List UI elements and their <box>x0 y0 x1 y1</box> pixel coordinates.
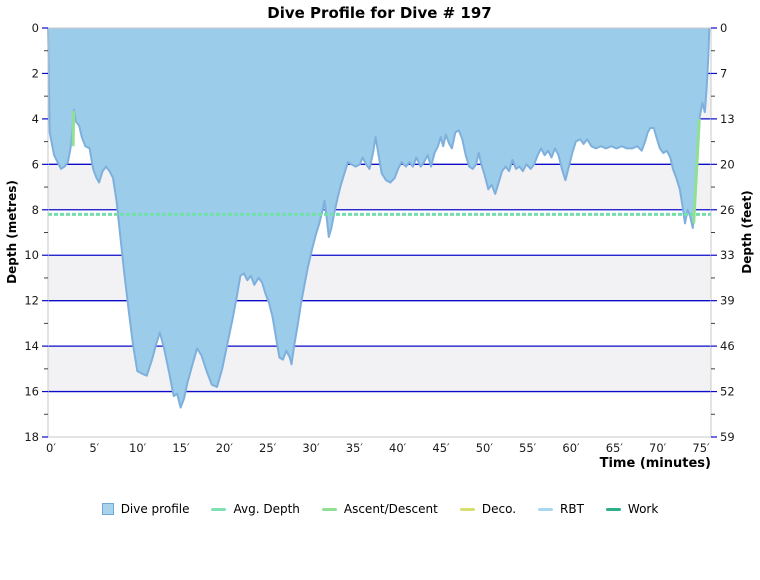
y-tick-label-metres: 14 <box>24 339 39 353</box>
legend: Dive profile Avg. Depth Ascent/Descent Deco… <box>0 502 760 516</box>
y-tick-label-feet: 52 <box>720 385 735 399</box>
legend-swatch-square <box>101 503 114 515</box>
x-tick-label: 55′ <box>519 441 537 455</box>
legend-label: RBT <box>560 502 584 516</box>
x-axis-label: Time (minutes) <box>599 456 711 471</box>
y-tick-label-metres: 0 <box>32 21 39 35</box>
ascent-descent-marker <box>71 110 76 147</box>
x-tick-label: 20′ <box>216 441 234 455</box>
legend-item: Dive profile <box>101 502 190 516</box>
y-tick-label-metres: 8 <box>32 203 39 217</box>
legend-swatch-line <box>605 507 621 511</box>
legend-item: Deco. <box>459 502 517 516</box>
legend-label: Dive profile <box>120 502 190 516</box>
y-tick-label-metres: 18 <box>24 430 39 444</box>
x-tick-label: 0′ <box>46 441 56 455</box>
legend-swatch-line <box>211 507 227 511</box>
y-tick-label-feet: 13 <box>720 112 735 126</box>
y-tick-label-metres: 2 <box>32 66 39 80</box>
depth-band <box>48 391 711 437</box>
legend-swatch-line <box>459 507 475 511</box>
x-tick-label: 75′ <box>692 441 710 455</box>
dive-profile-line <box>47 27 711 409</box>
legend-swatch-line <box>538 507 554 511</box>
legend-swatch-line <box>321 507 337 511</box>
x-tick-label: 10′ <box>129 441 147 455</box>
x-tick-label: 5′ <box>89 441 99 455</box>
y-tick-label-feet: 39 <box>720 294 735 308</box>
y-tick-label-metres: 16 <box>24 385 39 399</box>
depth-band <box>48 346 711 392</box>
plot-area: 0 0 2 7 4 13 6 20 8 26 10 33 12 39 14 46 16 52 18 59 0′ 5′ 10′… <box>24 21 735 455</box>
dive-profile-area <box>48 28 710 408</box>
legend-item: Ascent/Descent <box>321 502 438 516</box>
y-tick-label-metres: 6 <box>32 157 39 171</box>
y-tick-label-feet: 59 <box>720 430 735 444</box>
legend-label: Work <box>627 502 659 516</box>
legend-item: RBT <box>538 502 584 516</box>
x-tick-label: 25′ <box>259 441 277 455</box>
y-tick-label-feet: 26 <box>720 203 735 217</box>
x-tick-label: 40′ <box>389 441 407 455</box>
x-tick-label: 70′ <box>649 441 667 455</box>
legend-label: Deco. <box>481 502 517 516</box>
legend-item: Avg. Depth <box>211 502 300 516</box>
x-tick-label: 65′ <box>606 441 624 455</box>
y-tick-label-metres: 10 <box>24 248 39 262</box>
legend-label: Avg. Depth <box>233 502 300 516</box>
y-axis-label-feet: Depth (feet) <box>740 190 754 274</box>
legend-item: Work <box>605 502 659 516</box>
x-tick-label: 35′ <box>346 441 364 455</box>
x-tick-label: 50′ <box>476 441 494 455</box>
y-tick-label-metres: 4 <box>32 112 39 126</box>
x-tick-label: 15′ <box>172 441 190 455</box>
y-tick-label-feet: 46 <box>720 339 735 353</box>
y-tick-label-feet: 20 <box>720 157 735 171</box>
y-tick-label-feet: 33 <box>720 248 735 262</box>
x-tick-label: 60′ <box>562 441 580 455</box>
y-tick-label-feet: 0 <box>720 21 727 35</box>
y-tick-label-feet: 7 <box>720 66 727 80</box>
x-tick-label: 30′ <box>302 441 320 455</box>
ascent-descent-marker <box>692 118 701 224</box>
chart-title: Dive Profile for Dive # 197 <box>267 4 492 22</box>
x-tick-label: 45′ <box>432 441 450 455</box>
legend-label: Ascent/Descent <box>343 502 438 516</box>
y-tick-label-metres: 12 <box>24 294 39 308</box>
y-axis-label-metres: Depth (metres) <box>5 180 19 284</box>
